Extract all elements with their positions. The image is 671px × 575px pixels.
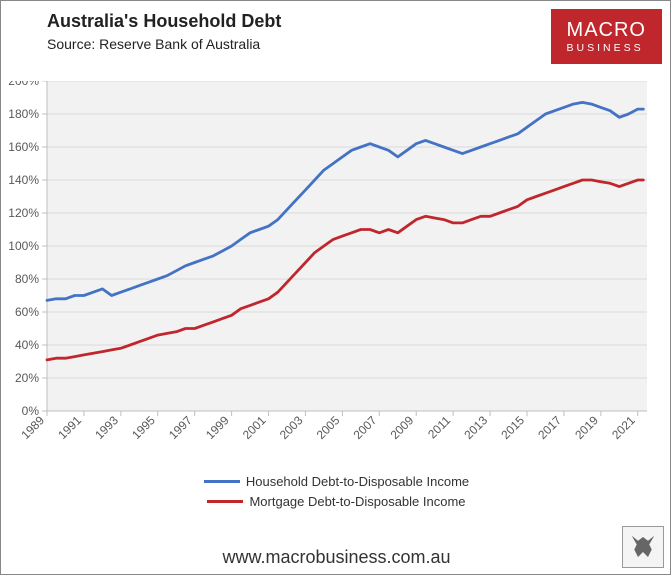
plot-area: 0%20%40%60%80%100%120%140%160%180%200%19…: [7, 81, 657, 461]
svg-text:1999: 1999: [203, 413, 232, 442]
legend: Household Debt-to-Disposable Income Mortg…: [1, 471, 671, 511]
legend-swatch: [207, 500, 243, 503]
svg-text:20%: 20%: [15, 371, 39, 385]
svg-text:1997: 1997: [166, 413, 195, 442]
svg-text:1993: 1993: [92, 413, 121, 442]
svg-text:100%: 100%: [8, 239, 39, 253]
svg-text:2007: 2007: [351, 413, 380, 442]
svg-text:140%: 140%: [8, 173, 39, 187]
svg-text:2009: 2009: [388, 413, 417, 442]
svg-text:80%: 80%: [15, 272, 39, 286]
brand-line2: BUSINESS: [567, 42, 646, 54]
svg-text:200%: 200%: [8, 81, 39, 88]
svg-text:1995: 1995: [129, 413, 158, 442]
svg-text:2013: 2013: [461, 413, 490, 442]
svg-text:2011: 2011: [425, 413, 453, 441]
chart-subtitle: Source: Reserve Bank of Australia: [47, 36, 281, 52]
website-url: www.macrobusiness.com.au: [1, 547, 671, 568]
svg-text:2003: 2003: [277, 413, 306, 442]
svg-text:180%: 180%: [8, 107, 39, 121]
legend-swatch: [204, 480, 240, 483]
legend-item: Household Debt-to-Disposable Income: [204, 474, 469, 489]
svg-text:2017: 2017: [535, 413, 564, 442]
svg-text:2021: 2021: [609, 413, 638, 442]
svg-text:1991: 1991: [55, 413, 84, 442]
svg-text:2019: 2019: [572, 413, 601, 442]
chart-container: Australia's Household Debt Source: Reser…: [0, 0, 671, 575]
svg-text:40%: 40%: [15, 338, 39, 352]
svg-text:2005: 2005: [314, 413, 343, 442]
svg-text:120%: 120%: [8, 206, 39, 220]
legend-label: Mortgage Debt-to-Disposable Income: [249, 494, 465, 509]
chart-title: Australia's Household Debt: [47, 11, 281, 32]
svg-text:160%: 160%: [8, 140, 39, 154]
svg-text:2001: 2001: [240, 413, 269, 442]
svg-text:2015: 2015: [498, 413, 527, 442]
header: Australia's Household Debt Source: Reser…: [47, 11, 281, 52]
legend-label: Household Debt-to-Disposable Income: [246, 474, 469, 489]
brand-line1: MACRO: [567, 19, 646, 42]
svg-text:60%: 60%: [15, 305, 39, 319]
brand-logo: MACRO BUSINESS: [551, 9, 662, 64]
wolf-icon: [622, 526, 664, 568]
legend-item: Mortgage Debt-to-Disposable Income: [207, 494, 465, 509]
